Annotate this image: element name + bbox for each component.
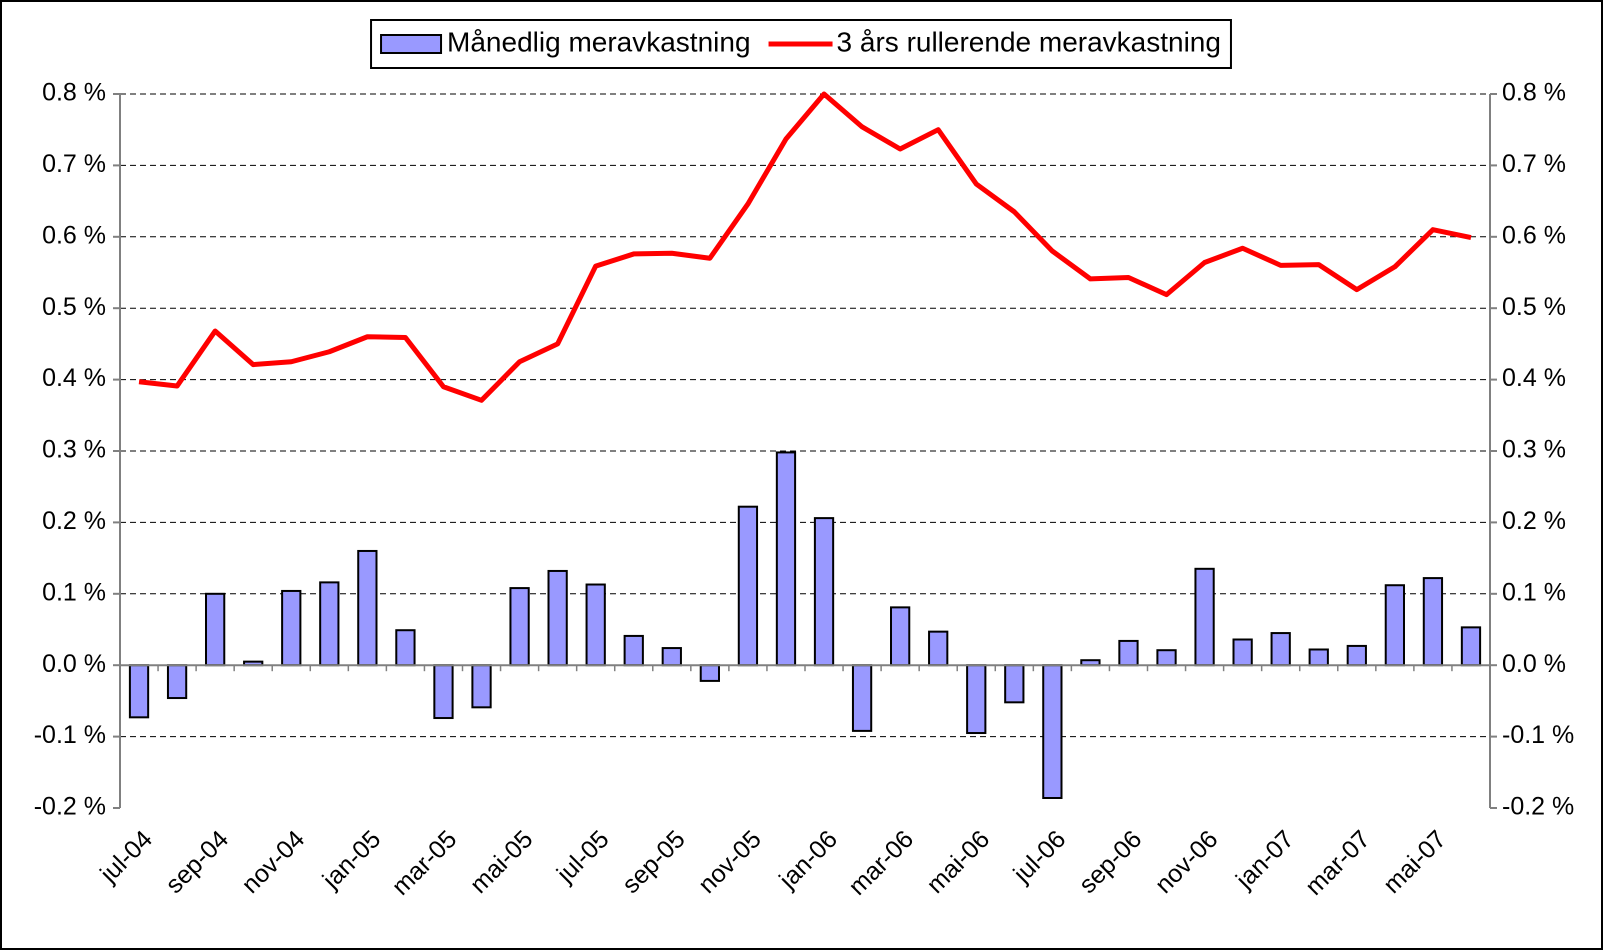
bar xyxy=(775,451,797,667)
bar xyxy=(547,569,568,667)
bar xyxy=(1232,638,1253,667)
y-tick-label: -0.1 % xyxy=(34,721,106,749)
bar xyxy=(737,505,759,667)
y-tick-label: -0.2 % xyxy=(34,793,106,821)
legend-label: Månedlig meravkastning xyxy=(447,26,751,57)
y2-tick-label: -0.1 % xyxy=(1502,721,1574,749)
y-tick-label: 0.5 % xyxy=(42,293,106,321)
bar xyxy=(851,664,873,732)
bar xyxy=(1422,577,1444,667)
y2-tick-label: 0.6 % xyxy=(1502,221,1566,249)
y-tick-label: 0.1 % xyxy=(42,578,106,606)
bar xyxy=(1346,644,1367,667)
y2-tick-label: 0.5 % xyxy=(1502,293,1566,321)
bar xyxy=(205,592,226,667)
y-tick-label: 0.7 % xyxy=(42,150,106,178)
y-tick-label: 0.2 % xyxy=(42,507,106,535)
legend-item: Månedlig meravkastning xyxy=(380,26,751,57)
bar xyxy=(1194,567,1215,667)
y-tick-label: 0.4 % xyxy=(42,364,106,392)
bar xyxy=(509,587,530,667)
y2-tick-label: 0.1 % xyxy=(1502,578,1566,606)
bar xyxy=(1042,664,1063,800)
bar xyxy=(1384,584,1405,667)
bar xyxy=(1460,626,1482,667)
bar xyxy=(699,664,720,682)
bar xyxy=(1308,648,1329,667)
y2-tick-label: -0.2 % xyxy=(1502,793,1574,821)
bar xyxy=(661,647,682,667)
bar xyxy=(395,629,416,667)
y-tick-label: 0.0 % xyxy=(42,650,106,678)
bar xyxy=(813,517,835,667)
y2-tick-label: 0.2 % xyxy=(1502,507,1566,535)
bar xyxy=(1004,664,1025,704)
y2-tick-label: 0.3 % xyxy=(1502,436,1566,464)
y-tick-label: 0.6 % xyxy=(42,221,106,249)
y2-tick-label: 0.7 % xyxy=(1502,150,1566,178)
y2-tick-label: 0.4 % xyxy=(1502,364,1566,392)
y-tick-label: 0.8 % xyxy=(42,79,106,107)
legend-swatch xyxy=(380,34,443,54)
bar xyxy=(1118,639,1139,667)
y-tick-label: 0.3 % xyxy=(42,436,106,464)
bar xyxy=(1270,632,1291,667)
bar xyxy=(281,589,302,667)
bar xyxy=(166,664,188,700)
bar xyxy=(319,581,340,667)
y2-tick-label: 0.8 % xyxy=(1502,79,1566,107)
legend: Månedlig meravkastning 3 års rullerende m… xyxy=(370,19,1232,69)
bar xyxy=(433,664,454,720)
legend-label: 3 års rullerende meravkastning xyxy=(837,26,1221,57)
bar xyxy=(928,630,949,667)
bar xyxy=(357,549,378,667)
bar xyxy=(623,634,644,667)
legend-item: 3 års rullerende meravkastning xyxy=(768,26,1221,57)
line xyxy=(138,91,1472,403)
y2-tick-label: 0.0 % xyxy=(1502,650,1566,678)
bar xyxy=(890,606,911,667)
bar xyxy=(966,664,987,735)
bar xyxy=(1156,649,1177,667)
bar xyxy=(471,664,492,709)
bar xyxy=(128,664,150,719)
bar xyxy=(585,583,606,667)
